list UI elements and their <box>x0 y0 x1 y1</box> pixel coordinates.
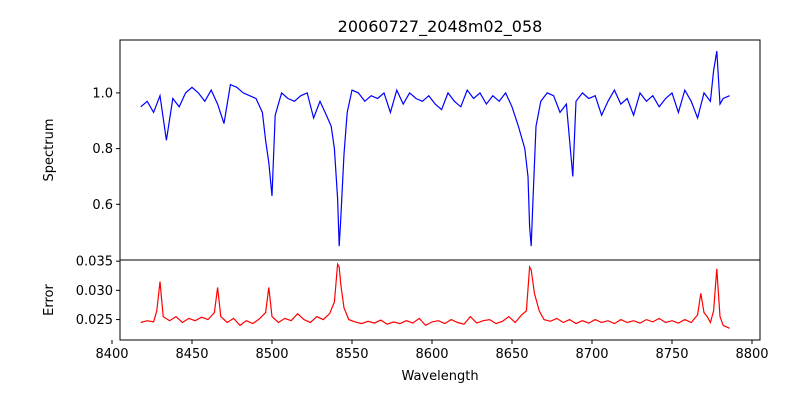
error-x-ticks: 8400 8450 8500 8550 8600 8650 8700 8750 8800 <box>95 340 769 362</box>
spectrum-series-line <box>140 51 730 247</box>
x-axis-label: Wavelength <box>401 369 478 384</box>
spectrum-plot-area <box>119 39 761 261</box>
x-tick-label: 8800 <box>735 347 768 362</box>
spectrum-panel: 0.6 0.8 1.0 Spectrum <box>42 39 761 261</box>
spectrum-y-axis-label: Spectrum <box>42 119 57 182</box>
x-tick-label: 8550 <box>335 347 368 362</box>
spectrum-y-tick-label: 0.8 <box>92 142 113 157</box>
x-tick-label: 8600 <box>415 347 448 362</box>
x-tick-label: 8450 <box>175 347 208 362</box>
x-tick-label: 8750 <box>655 347 688 362</box>
x-tick-label: 8500 <box>255 347 288 362</box>
x-tick-label: 8400 <box>95 347 128 362</box>
error-y-tick-label: 0.035 <box>76 255 113 270</box>
error-y-tick-label: 0.025 <box>76 313 113 328</box>
error-y-tick-label: 0.030 <box>76 284 113 299</box>
error-series-line <box>140 262 730 329</box>
error-plot-area <box>119 259 761 341</box>
error-y-axis-label: Error <box>42 284 57 316</box>
error-y-ticks: 0.025 0.030 0.035 <box>76 255 120 328</box>
error-panel: 0.025 0.030 0.035 8400 8450 8500 8550 8600 8650… <box>42 255 769 384</box>
chart-title: 20060727_2048m02_058 <box>338 17 543 37</box>
x-tick-label: 8700 <box>575 347 608 362</box>
spectrum-y-tick-label: 0.6 <box>92 198 113 213</box>
x-tick-label: 8650 <box>495 347 528 362</box>
spectrum-y-tick-label: 1.0 <box>92 86 113 101</box>
spectrum-y-ticks: 0.6 0.8 1.0 <box>92 86 120 213</box>
